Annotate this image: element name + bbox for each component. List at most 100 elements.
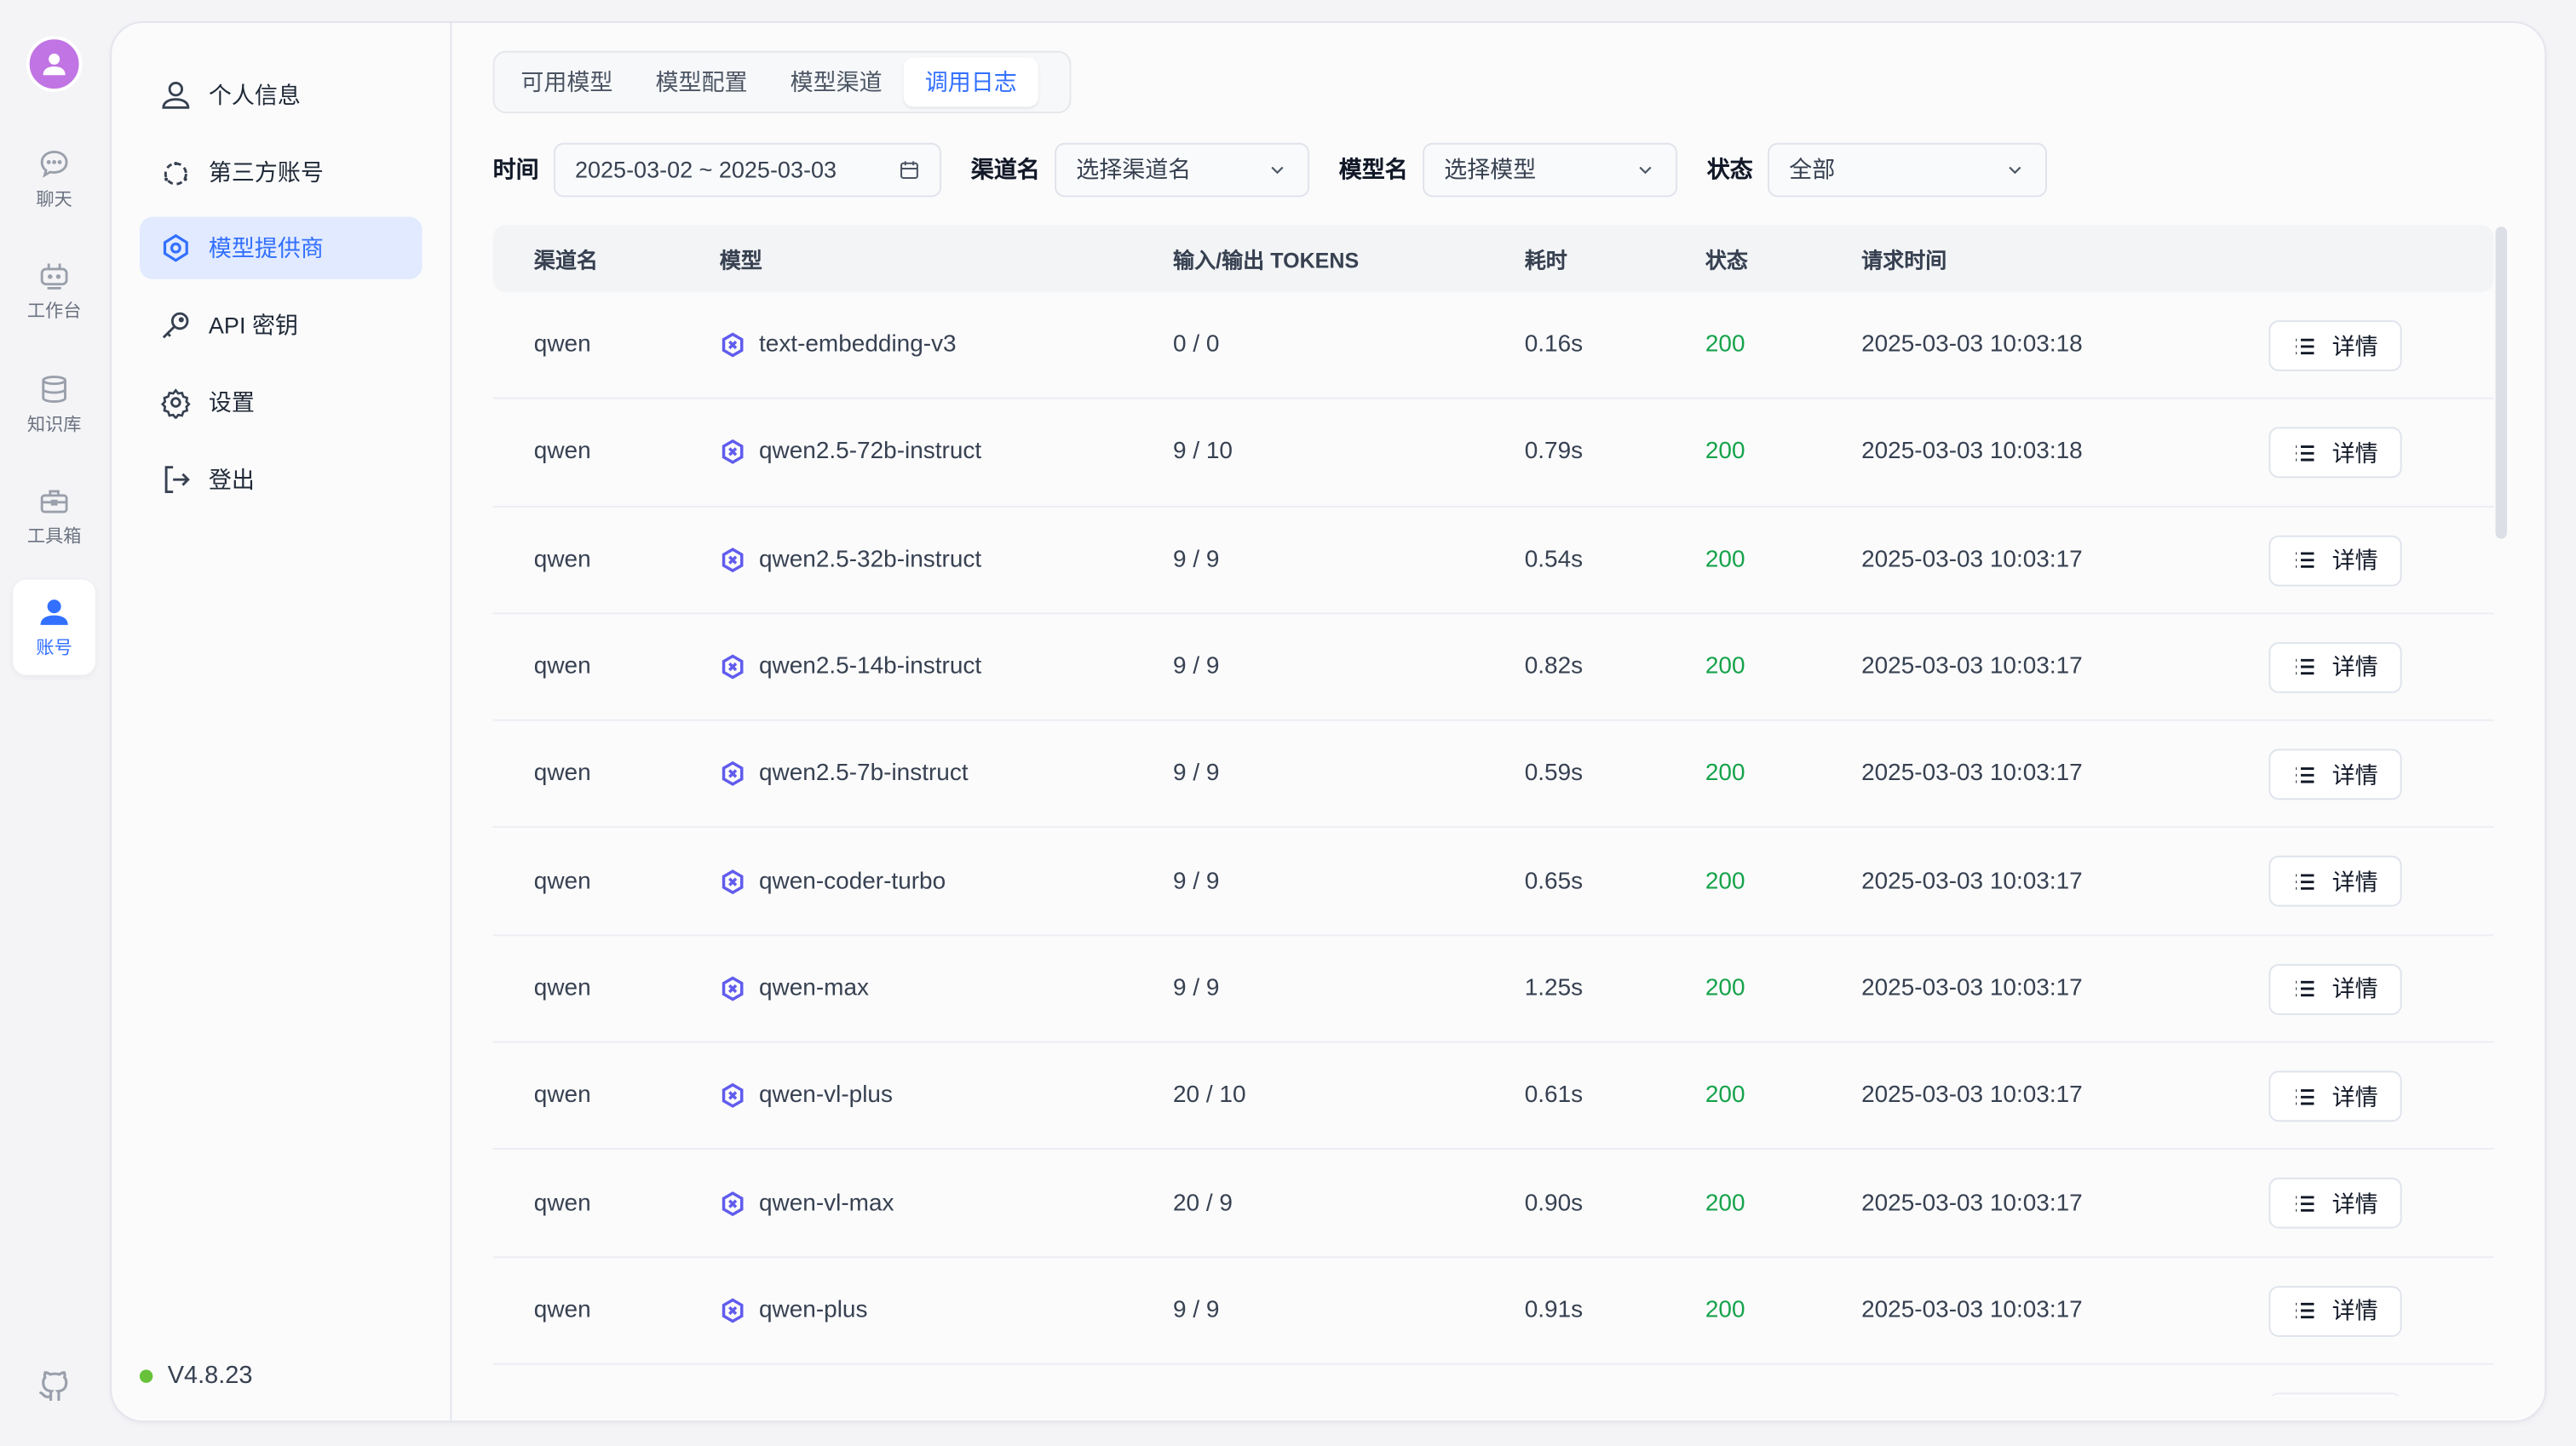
duration-cell: 1.25s (1524, 975, 1584, 1002)
database-icon (42, 375, 66, 403)
rail-label: 账号 (36, 638, 72, 658)
request-time-cell: 2025-03-03 10:03:18 (1861, 439, 2083, 466)
sidebar-item-label: 第三方账号 (208, 159, 324, 186)
status-label: 状态 (1706, 156, 1753, 183)
duration-cell: 0.54s (1524, 546, 1584, 573)
model-cell: qwen-vl-plus (720, 1043, 893, 1149)
detail-button[interactable]: 详情 (2268, 1070, 2402, 1122)
tokens-cell: 9 / 9 (1172, 975, 1220, 1002)
detail-label: 详情 (2332, 332, 2378, 359)
detail-button[interactable]: 详情 (2268, 534, 2402, 586)
channel-cell: qwen (533, 760, 591, 788)
channel-cell: qwen (533, 868, 591, 895)
logout-icon (164, 466, 190, 494)
detail-button[interactable]: 详情 (2268, 1178, 2402, 1230)
rail-label: 聊天 (36, 189, 72, 209)
table-scrollbar[interactable] (2495, 227, 2507, 539)
sidebar-item-logout[interactable]: 登出 (140, 448, 423, 510)
table-row: qwen qwen2.5-32b-instruct 9 / 9 0.54s 20… (492, 507, 2494, 615)
channel-cell: qwen (533, 653, 591, 680)
list-icon (2295, 659, 2314, 675)
model-icon (722, 1298, 744, 1323)
sidebar-item-profile[interactable]: 个人信息 (140, 64, 423, 126)
table-row: qwen qwen-plus 9 / 9 0.91s 200 2025-03-0… (492, 1258, 2494, 1365)
sidebar-item-settings[interactable]: 设置 (140, 371, 423, 433)
tab-available-models[interactable]: 可用模型 (520, 68, 613, 95)
header-request-time: 请求时间 (1861, 248, 1947, 273)
model-cell: qwen2.5-72b-instruct (720, 399, 981, 505)
model-cell: qwen-vl-max (720, 1150, 894, 1256)
tab-model-config[interactable]: 模型配置 (655, 68, 748, 95)
rail-item-chat[interactable]: 聊天 (13, 131, 95, 227)
model-icon (722, 869, 744, 894)
rail-item-workbench[interactable]: 工作台 (13, 243, 95, 338)
model-name: qwen2.5-14b-instruct (758, 653, 982, 680)
tokens-cell: 9 / 9 (1172, 760, 1220, 788)
status-cell: 200 (1705, 1082, 1745, 1110)
model-cell: qwen2.5-32b-instruct (720, 507, 981, 612)
status-select[interactable]: 全部 (1768, 141, 2047, 197)
channel-cell: qwen (533, 546, 591, 573)
sidebar-item-model-provider[interactable]: 模型提供商 (139, 216, 423, 279)
status-cell: 200 (1705, 1190, 1745, 1217)
detail-button[interactable]: 详情 (2268, 641, 2402, 693)
list-icon (2295, 1088, 2314, 1105)
detail-button[interactable]: 详情 (2268, 749, 2402, 800)
detail-button[interactable]: 详情 (2268, 427, 2402, 479)
tab-model-channels[interactable]: 模型渠道 (790, 68, 883, 95)
table-header: 渠道名 模型 输入/输出 TOKENS 耗时 状态 请求时间 (492, 225, 2494, 293)
request-time-cell: 2025-03-03 10:03:17 (1861, 760, 2083, 788)
model-icon (722, 654, 744, 680)
status-cell: 200 (1705, 653, 1745, 680)
tokens-cell: 9 / 9 (1172, 868, 1220, 895)
detail-button[interactable]: 详情 (2268, 963, 2402, 1015)
list-icon (2295, 445, 2314, 462)
tokens-cell: 9 / 10 (1172, 439, 1233, 466)
detail-button[interactable]: 详情 (2268, 320, 2402, 371)
filter-bar: 时间 2025-03-02 ~ 2025-03-03 渠道名 选择渠道名 模型名… (493, 141, 2077, 198)
date-range-picker[interactable]: 2025-03-02 ~ 2025-03-03 (553, 141, 942, 197)
channel-cell: qwen (533, 439, 591, 466)
model-cell: qwen2.5-14b-instruct (720, 614, 981, 720)
user-icon (162, 81, 190, 109)
table-row: qwen qwen2.5-14b-instruct 9 / 9 0.82s 20… (492, 614, 2494, 722)
model-name: qwen2.5-32b-instruct (758, 546, 982, 573)
request-time-cell: 2025-03-03 10:03:17 (1861, 1297, 2083, 1324)
list-icon (2295, 337, 2314, 354)
detail-label: 详情 (2332, 547, 2378, 574)
channel-select[interactable]: 选择渠道名 (1055, 141, 1310, 197)
table-row: qwen qwen-vl-max 20 / 9 0.90s 200 2025-0… (492, 1150, 2494, 1258)
user-icon (43, 53, 66, 76)
status-cell: 200 (1705, 760, 1745, 788)
github-icon[interactable] (36, 1367, 72, 1403)
gear-icon (160, 388, 191, 419)
table-row: qwen text-embedding-v3 0 / 0 0.16s 200 2… (492, 292, 2494, 400)
tokens-cell: 20 / 10 (1172, 1082, 1246, 1110)
model-name: qwen-plus (758, 1297, 868, 1324)
rail-item-toolbox[interactable]: 工具箱 (13, 468, 95, 564)
detail-button[interactable] (2268, 1392, 2402, 1397)
rail-item-account[interactable]: 账号 (13, 579, 95, 675)
header-model: 模型 (719, 248, 762, 273)
model-cell: text-embedding-v3 (720, 292, 957, 398)
rail-item-knowledge[interactable]: 知识库 (13, 356, 95, 451)
tab-call-logs[interactable]: 调用日志 (903, 57, 1038, 107)
channel-cell: qwen (533, 1190, 591, 1217)
call-log-table: 渠道名 模型 输入/输出 TOKENS 耗时 状态 请求时间 qwen text… (492, 225, 2494, 1397)
sidebar-item-api-key[interactable]: API 密钥 (140, 294, 423, 356)
model-icon (722, 976, 744, 1001)
channel-placeholder: 选择渠道名 (1076, 156, 1192, 183)
detail-button[interactable]: 详情 (2268, 1285, 2402, 1337)
request-time-cell: 2025-03-03 10:03:17 (1861, 546, 2083, 573)
tokens-cell: 20 / 9 (1172, 1190, 1233, 1217)
model-provider-icon (163, 233, 188, 262)
model-select[interactable]: 选择模型 (1423, 141, 1678, 197)
detail-button[interactable]: 详情 (2268, 856, 2402, 908)
sidebar-item-third-party[interactable]: 第三方账号 (140, 141, 423, 204)
avatar[interactable] (26, 36, 83, 92)
settings-card: 个人信息 第三方账号 模型提供商 API 密钥 设置 登出 (110, 21, 2547, 1423)
sidebar-item-label: 登出 (208, 466, 255, 493)
key-icon (162, 312, 189, 339)
version-indicator: V4.8.23 (139, 1362, 252, 1390)
header-status: 状态 (1705, 248, 1749, 273)
